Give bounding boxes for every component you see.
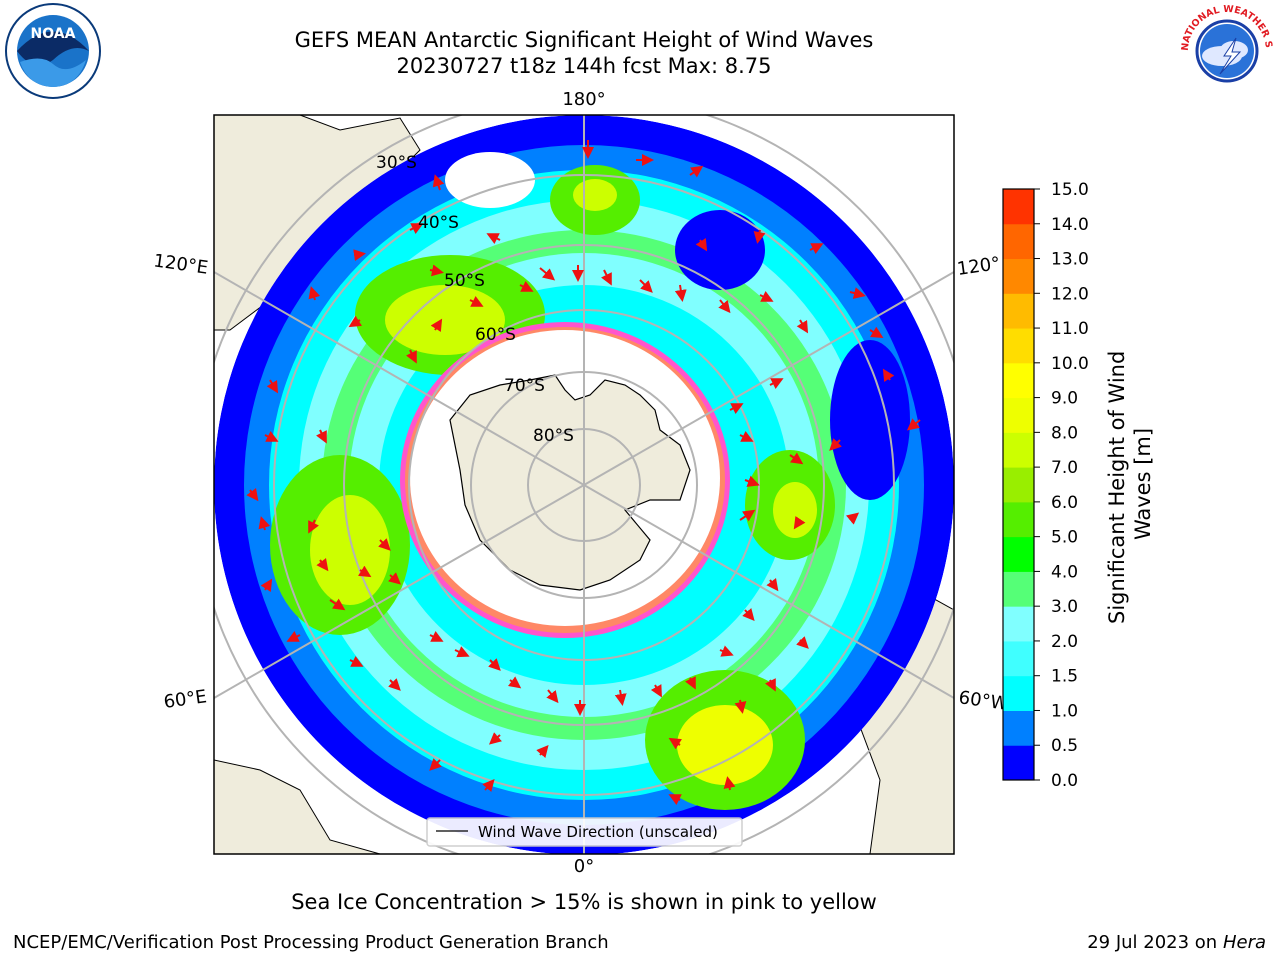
colorbar-segment xyxy=(1003,536,1034,572)
sea-ice-caption: Sea Ice Concentration > 15% is shown in … xyxy=(291,890,877,914)
legend-label: Wind Wave Direction (unscaled) xyxy=(478,823,718,841)
footer-date-text: 29 Jul 2023 on xyxy=(1087,932,1223,953)
lat-label-60s: 60°S xyxy=(475,325,516,345)
nws-logo: NATIONAL WEATHER SERVICE xyxy=(1176,2,1274,98)
chart-title: GEFS MEAN Antarctic Significant Height o… xyxy=(294,28,874,52)
colorbar-tick-label: 0.0 xyxy=(1051,771,1078,791)
latitude-labels: 30°S 40°S 50°S 60°S 70°S 80°S xyxy=(376,153,574,446)
wave-direction-arrows xyxy=(246,140,921,805)
lat-label-80s: 80°S xyxy=(533,426,574,446)
colorbar-tick-label: 10.0 xyxy=(1051,354,1089,374)
lon-label-60w: 60°W xyxy=(957,687,1009,715)
lat-label-40s: 40°S xyxy=(418,213,459,233)
colorbar-segment xyxy=(1003,258,1034,294)
lon-label-0: 0° xyxy=(574,856,594,877)
colorbar-tick-label: 12.0 xyxy=(1051,284,1089,304)
map-legend: Wind Wave Direction (unscaled) xyxy=(426,817,743,847)
svg-text:NOAA: NOAA xyxy=(31,26,76,42)
colorbar-tick-label: 15.0 xyxy=(1051,180,1089,200)
colorbar-label: Significant Height of Wind Waves [m] xyxy=(1105,344,1155,624)
colorbar-tick-label: 14.0 xyxy=(1051,215,1089,235)
colorbar-segment xyxy=(1003,328,1034,364)
lon-label-180: 180° xyxy=(562,89,605,110)
lon-label-120w: 120° xyxy=(956,253,1002,280)
colorbar-tick-label: 3.0 xyxy=(1051,597,1078,617)
lat-label-50s: 50°S xyxy=(444,271,485,291)
colorbar-segment xyxy=(1003,189,1034,225)
colorbar-segment xyxy=(1003,710,1034,746)
colorbar-segment xyxy=(1003,467,1034,503)
footer-branch: NCEP/EMC/Verification Post Processing Pr… xyxy=(13,932,609,953)
colorbar-tick-label: 13.0 xyxy=(1051,250,1089,270)
lat-label-70s: 70°S xyxy=(504,376,545,396)
colorbar-segment xyxy=(1003,397,1034,433)
colorbar-tick-label: 4.0 xyxy=(1051,562,1078,582)
colorbar-tick-label: 9.0 xyxy=(1051,389,1078,409)
colorbar: 15.0 14.0 13.0 12.0 11.0 10.0 9.0 8.0 7.0 6.0 5.0 4… xyxy=(1002,180,1155,791)
colorbar-segment xyxy=(1003,501,1034,538)
colorbar-segment xyxy=(1003,362,1034,399)
colorbar-segments xyxy=(1003,189,1034,781)
lat-label-30s: 30°S xyxy=(376,153,417,173)
antarctica-land xyxy=(449,374,691,591)
lon-label-60e: 60°E xyxy=(162,686,208,713)
colorbar-ticks: 15.0 14.0 13.0 12.0 11.0 10.0 9.0 8.0 7.0 6.0 5.0 4… xyxy=(1034,180,1089,791)
colorbar-tick-label: 0.5 xyxy=(1051,736,1078,756)
colorbar-tick-label: 7.0 xyxy=(1051,458,1078,478)
colorbar-tick-label: 6.0 xyxy=(1051,493,1078,513)
noaa-logo: NOAA xyxy=(5,3,101,99)
colorbar-tick-label: 1.0 xyxy=(1051,701,1078,721)
colorbar-segment xyxy=(1003,745,1034,781)
colorbar-tick-label: 8.0 xyxy=(1051,423,1078,443)
colorbar-segment xyxy=(1003,675,1034,711)
colorbar-segment xyxy=(1003,606,1034,642)
colorbar-segment xyxy=(1003,432,1034,468)
longitude-gridlines xyxy=(214,115,954,854)
lon-label-120e: 120°E xyxy=(152,250,209,278)
colorbar-tick-label: 5.0 xyxy=(1051,528,1078,548)
colorbar-segment xyxy=(1003,293,1034,329)
colorbar-segment xyxy=(1003,223,1034,260)
footer-date: 29 Jul 2023 on Hera xyxy=(1087,932,1266,953)
map-frame xyxy=(213,114,955,855)
colorbar-tick-label: 2.0 xyxy=(1051,632,1078,652)
colorbar-tick-label: 1.5 xyxy=(1051,667,1078,687)
colorbar-segment xyxy=(1003,571,1034,607)
chart-subtitle: 20230727 t18z 144h fcst Max: 8.75 xyxy=(396,54,772,78)
colorbar-segment xyxy=(1003,640,1034,677)
colorbar-tick-label: 11.0 xyxy=(1051,319,1089,339)
footer-machine: Hera xyxy=(1222,932,1266,953)
